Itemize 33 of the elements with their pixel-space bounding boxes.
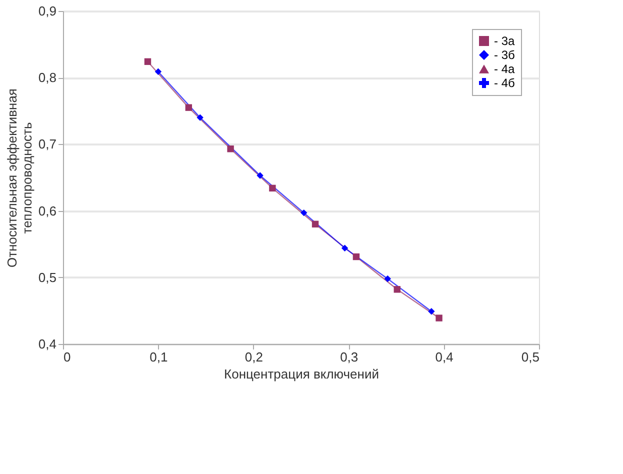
x-tick-label: 0,1 (150, 350, 168, 364)
point (227, 146, 234, 152)
y-tick-label: 0,9 (38, 4, 56, 18)
x-tick-label: 0,3 (340, 350, 358, 364)
legend-label: - 4а (494, 62, 516, 76)
x-tick-label: 0 (64, 350, 71, 364)
legend-label: - 3б (494, 48, 516, 62)
point (341, 244, 348, 252)
y-tick-label: 0,8 (38, 70, 56, 86)
point (256, 172, 264, 179)
point (144, 58, 152, 65)
x-tick-label: 0,5 (521, 350, 540, 364)
x-axis-title: Концентрация включений (224, 366, 379, 382)
y-tick-label: 0,4 (38, 336, 56, 352)
point (196, 114, 204, 121)
point (185, 104, 192, 111)
y-tick-label: 0,5 (38, 270, 56, 285)
point (154, 68, 162, 75)
point (394, 286, 401, 293)
y-tick-label: 0,7 (38, 136, 56, 152)
point (300, 209, 308, 216)
x-tick-label: 0,4 (435, 350, 454, 364)
point (269, 184, 276, 192)
point (352, 253, 360, 260)
y-tick-label: 0,6 (38, 203, 56, 218)
point (384, 275, 391, 282)
point (436, 314, 442, 322)
x-tick-label: 0,2 (244, 350, 263, 364)
legend-label: - 4б (494, 76, 516, 90)
point (428, 308, 435, 315)
legend-label: - 3а (494, 34, 516, 48)
y-axis-title: Относительная эффективная теплопроводность (4, 88, 34, 268)
point (312, 220, 319, 228)
